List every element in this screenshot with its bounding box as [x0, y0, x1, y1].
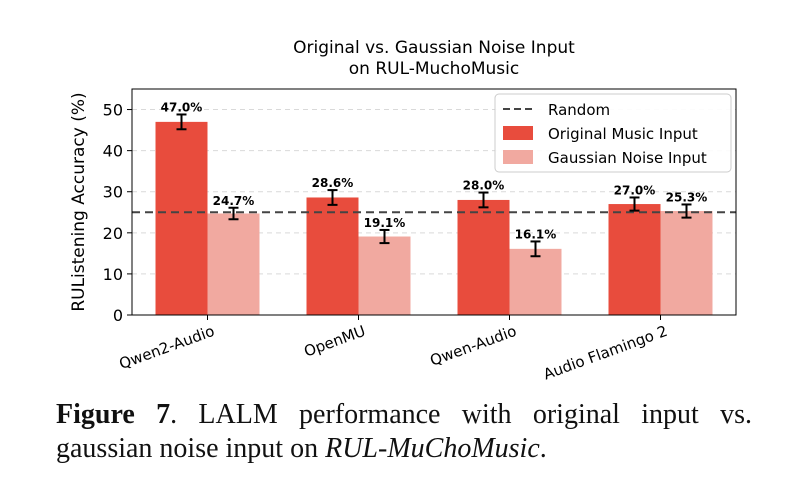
- y-tick-label: 40: [103, 142, 123, 161]
- bar: [608, 204, 661, 315]
- data-label: 25.3%: [666, 190, 708, 204]
- bar: [207, 213, 260, 315]
- bar: [509, 248, 562, 315]
- figure-caption: Figure 7. LALM performance with original…: [56, 398, 752, 466]
- y-tick-label: 30: [103, 183, 123, 202]
- y-tick-label: 0: [113, 306, 123, 325]
- x-axis-ticks: Qwen2-Audio OpenMU Qwen-Audio Audio Flaming…: [117, 315, 670, 383]
- caption-label: Figure 7: [56, 399, 171, 430]
- data-labels: 47.0% 24.7% 28.6% 19.1% 28.0% 16.1% 27.0% 25.3%: [161, 100, 708, 241]
- data-label: 28.6%: [312, 176, 354, 190]
- data-label: 28.0%: [463, 179, 505, 193]
- bar: [358, 236, 411, 315]
- y-axis-ticks: 0 10 20 30 40 50: [103, 101, 132, 325]
- data-label: 27.0%: [614, 183, 656, 197]
- x-tick-label: Audio Flamingo 2: [541, 322, 670, 384]
- y-tick-label: 20: [103, 224, 123, 243]
- y-axis-label: RUListening Accuracy (%): [69, 92, 89, 311]
- x-tick-label: Qwen-Audio: [428, 322, 519, 370]
- error-bars: [176, 113, 692, 258]
- bar-chart: 47.0% 24.7% 28.6% 19.1% 28.0% 16.1% 27.0% 25.3%…: [69, 38, 737, 383]
- plot-frame: [131, 88, 737, 316]
- legend-label: Random: [548, 101, 610, 119]
- legend-label: Original Music Input: [548, 125, 698, 143]
- bar: [155, 121, 208, 315]
- y-tick-label: 10: [103, 265, 123, 284]
- x-tick-label: Qwen2-Audio: [117, 322, 217, 373]
- data-label: 24.7%: [213, 194, 255, 208]
- bar: [306, 197, 359, 315]
- legend: Random Original Music Input Gaussian Noise…: [494, 93, 732, 173]
- caption-end: .: [539, 433, 547, 464]
- chart-title-line: Original vs. Gaussian Noise Input: [293, 38, 575, 58]
- legend-swatch: [503, 126, 533, 140]
- caption-dataset: RUL-MuChoMusic: [325, 433, 540, 464]
- data-label: 47.0%: [161, 100, 203, 114]
- data-label: 19.1%: [364, 216, 406, 230]
- bars: [155, 121, 713, 315]
- bar: [660, 211, 713, 315]
- caption-text: . LALM performance with original input v…: [56, 399, 752, 464]
- y-tick-label: 50: [103, 101, 123, 120]
- chart-title-line: on RUL-MuchoMusic: [349, 59, 519, 79]
- legend-box: [494, 93, 732, 173]
- legend-swatch: [503, 150, 533, 164]
- bar: [457, 199, 510, 315]
- x-tick-label: OpenMU: [302, 322, 368, 361]
- legend-label: Gaussian Noise Input: [548, 149, 707, 167]
- data-label: 16.1%: [515, 227, 557, 241]
